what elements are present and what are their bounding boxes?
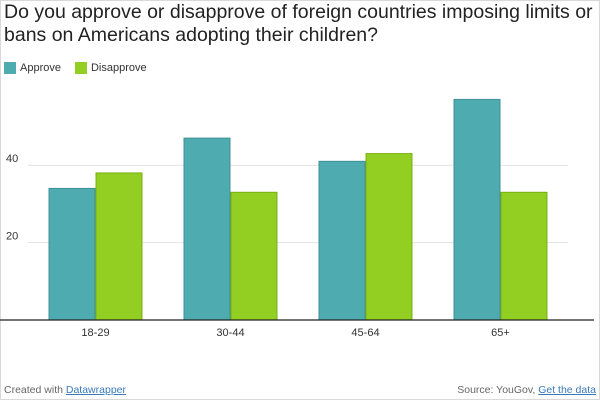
bar-approve-18-29 xyxy=(48,187,96,321)
source-text: Source: YouGov, xyxy=(457,384,539,396)
legend-swatch-approve xyxy=(4,62,16,74)
datawrapper-link[interactable]: Datawrapper xyxy=(65,384,126,396)
y-tick-label-20: 20 xyxy=(6,231,18,243)
bar-disapprove-65+ xyxy=(500,191,548,321)
bar-approve-65+ xyxy=(453,98,501,321)
legend-label-approve: Approve xyxy=(20,62,61,74)
footer-credit: Created with Datawrapper xyxy=(4,384,126,396)
legend-item-disapprove: Disapprove xyxy=(74,62,147,74)
chart-title: Do you approve or disapprove of foreign … xyxy=(4,1,593,46)
legend-label-disapprove: Disapprove xyxy=(90,62,147,74)
footer-source: Source: YouGov, Get the data xyxy=(457,384,596,396)
x-tick-label-45-64: 45-64 xyxy=(351,327,379,339)
bar-approve-45-64 xyxy=(318,160,366,321)
get-the-data-link[interactable]: Get the data xyxy=(538,384,596,396)
created-with-text: Created with xyxy=(4,384,66,396)
x-tick-label-30-44: 30-44 xyxy=(216,327,244,339)
legend-item-approve: Approve xyxy=(4,62,61,74)
x-tick-label-18-29: 18-29 xyxy=(81,327,109,339)
bar-disapprove-30-44 xyxy=(230,191,278,321)
bar-chart: 20 40 18-29 30-44 45-64 65+ xyxy=(0,98,594,339)
bar-disapprove-18-29 xyxy=(95,172,143,321)
y-tick-label-40: 40 xyxy=(6,153,18,165)
legend-swatch-disapprove xyxy=(74,62,87,74)
bar-approve-30-44 xyxy=(183,137,231,321)
bar-disapprove-45-64 xyxy=(365,153,413,321)
x-tick-label-65+: 65+ xyxy=(491,327,510,339)
legend: Approve Disapprove xyxy=(4,61,161,75)
